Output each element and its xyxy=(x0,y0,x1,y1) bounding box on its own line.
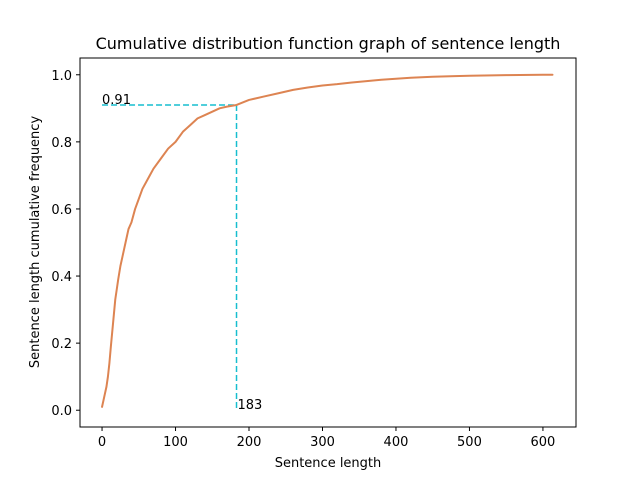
x-tick-label: 400 xyxy=(384,435,409,450)
x-tick-label: 500 xyxy=(457,435,482,450)
plot-frame xyxy=(79,57,577,428)
x-tick-label: 200 xyxy=(237,435,262,450)
cdf-series-line xyxy=(101,73,554,408)
y-tick-label: 0.6 xyxy=(51,203,72,218)
reference-y-label: 0.91 xyxy=(102,93,131,108)
x-tick-label: 600 xyxy=(531,435,556,450)
chart-title: Cumulative distribution function graph o… xyxy=(96,34,561,53)
series-layer xyxy=(101,73,554,408)
x-tick-label: 100 xyxy=(163,435,188,450)
y-tick-label: 0.2 xyxy=(51,337,72,352)
ticks-layer: 0 100 200 300 400 500 600 0.0 0.2 0.4 0.6 0.8 1.0 xyxy=(51,69,555,450)
x-tick-label: 0 xyxy=(98,435,106,450)
y-tick-label: 0.4 xyxy=(51,270,72,285)
y-tick-label: 0.0 xyxy=(51,404,72,419)
x-axis-label: Sentence length xyxy=(275,456,382,471)
reference-x-label: 183 xyxy=(238,398,263,413)
y-tick-label: 1.0 xyxy=(51,69,72,84)
reference-lines-layer: 0.91 183 xyxy=(102,93,262,413)
x-tick-label: 300 xyxy=(310,435,335,450)
y-axis-label: Sentence length cumulative frequency xyxy=(28,116,43,369)
y-tick-label: 0.8 xyxy=(51,136,72,151)
